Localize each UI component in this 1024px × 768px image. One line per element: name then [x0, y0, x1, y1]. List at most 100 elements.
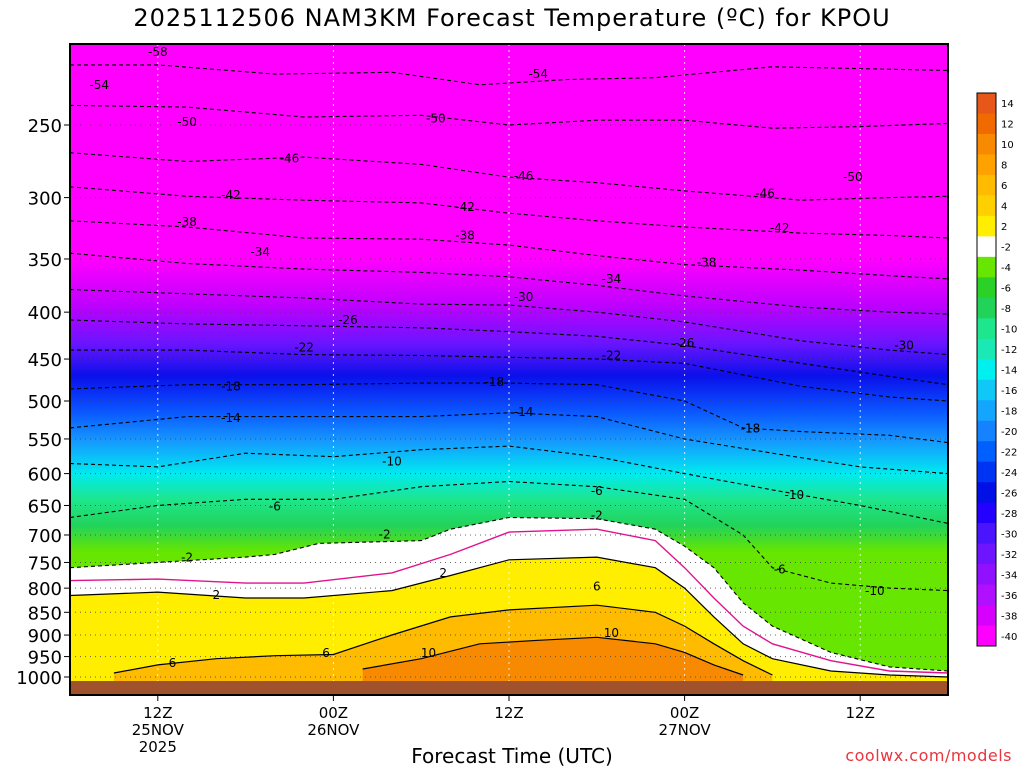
contour-label: -6 — [774, 562, 786, 576]
contour-label: -58 — [148, 45, 168, 59]
contour-label: -38 — [177, 215, 197, 229]
contour-label: -42 — [770, 221, 790, 235]
isotherm-minus-46 — [70, 152, 948, 201]
colorbar-swatch — [977, 195, 996, 217]
colorbar-label: -14 — [1001, 366, 1017, 377]
isotherm-minus-26 — [70, 319, 948, 386]
colorbar-label: -8 — [1001, 304, 1011, 315]
colorbar-label: -4 — [1001, 263, 1011, 274]
warm-layer-10c — [362, 637, 744, 695]
colorbar-frame — [976, 92, 997, 647]
isotherm-minus-38 — [70, 220, 948, 280]
contour-label: -34 — [602, 272, 622, 286]
contour-label: -10 — [785, 488, 805, 502]
x-tick-label: 25NOV — [132, 721, 185, 739]
chart-title: 2025112506 NAM3KM Forecast Temperature (… — [133, 4, 891, 32]
contour-label: -22 — [602, 348, 622, 362]
colorbar-label: -36 — [1001, 591, 1017, 602]
isotherm-minus-22 — [70, 349, 948, 402]
contour-label: -46 — [755, 187, 775, 201]
y-tick-label: 950 — [28, 648, 62, 669]
contour-label: -18 — [485, 375, 505, 389]
colorbar-swatch — [977, 625, 996, 647]
colorbar-label: -40 — [1001, 632, 1017, 643]
colorbar-label: -22 — [1001, 447, 1017, 458]
y-tick-label: 450 — [28, 350, 62, 371]
plot-area: -58 -54 -54 -50 -50 -50 -46 -46 -46 -42 -42 -42 -38 -… — [70, 44, 948, 695]
y-tick-label: 650 — [28, 496, 62, 517]
contour-label: -2 — [181, 551, 193, 565]
contour-label: -18 — [221, 379, 241, 393]
colorbar-label: -18 — [1001, 406, 1017, 417]
y-axis: 2503003504004505005506006507007508008509… — [16, 116, 70, 689]
y-tick-label: 350 — [28, 250, 62, 271]
contour-label: -30 — [514, 290, 534, 304]
colorbar-label: -20 — [1001, 427, 1017, 438]
contour-label: -2 — [379, 527, 391, 541]
colorbar-label: -34 — [1001, 570, 1017, 581]
contour-label: -26 — [675, 336, 695, 350]
colorbar-swatch — [977, 605, 996, 627]
colorbar-swatch — [977, 461, 996, 483]
isotherm-6 — [113, 604, 773, 676]
x-tick-label: 12Z — [143, 704, 172, 722]
colorbar-label: -10 — [1001, 325, 1017, 336]
contour-label: -42 — [455, 200, 475, 214]
colorbar-swatch — [977, 400, 996, 422]
colorbar: 14 12 10 8 6 4 2 -2 -4 -6 -8 -10 -12 -14 -16 -18 -20 -22 -… — [976, 92, 1017, 647]
colorbar-label: 6 — [1001, 181, 1007, 192]
contour-label: -46 — [280, 152, 300, 166]
contour-label: -54 — [89, 78, 109, 92]
y-tick-label: 1000 — [16, 668, 62, 689]
contour-label: -50 — [426, 112, 446, 126]
isotherm-minus-6 — [70, 480, 948, 592]
contour-label: -2 — [591, 509, 603, 523]
contour-label: -6 — [269, 500, 281, 514]
colorbar-swatch — [977, 338, 996, 360]
colorbar-label: 2 — [1001, 222, 1007, 233]
colorbar-swatch — [977, 441, 996, 463]
contour-label: -50 — [843, 170, 863, 184]
contour-label: -50 — [177, 115, 197, 129]
y-tick-label: 700 — [28, 526, 62, 547]
contour-label: 2 — [213, 588, 221, 602]
contour-label: -18 — [741, 422, 761, 436]
y-tick-label: 750 — [28, 553, 62, 574]
colorbar-swatch — [977, 482, 996, 504]
isotherm-10 — [362, 636, 744, 676]
colorbar-label: -2 — [1001, 243, 1011, 254]
colorbar-swatch — [977, 379, 996, 401]
ground-surface — [70, 681, 948, 695]
contour-label: -26 — [338, 313, 358, 327]
contour-label: -22 — [294, 340, 314, 354]
colorbar-label: -28 — [1001, 509, 1017, 520]
x-axis-label: Forecast Time (UTC) — [411, 744, 613, 768]
isotherm-minus-42 — [70, 186, 948, 239]
isotherm-0 — [70, 528, 948, 674]
colorbar-swatch — [977, 133, 996, 155]
y-tick-label: 550 — [28, 430, 62, 451]
x-tick-label: 27NOV — [659, 721, 712, 739]
x-tick-label: 12Z — [846, 704, 875, 722]
isotherm-minus-34 — [70, 252, 948, 315]
x-tick-label: 26NOV — [307, 721, 360, 739]
x-tick-label: 2025 — [139, 738, 177, 756]
colorbar-label: 8 — [1001, 161, 1007, 172]
y-tick-label: 250 — [28, 116, 62, 137]
colorbar-label: -30 — [1001, 529, 1017, 540]
isotherm-minus-18 — [70, 382, 948, 444]
y-tick-label: 800 — [28, 579, 62, 600]
contour-label: -46 — [514, 169, 534, 183]
colorbar-swatch — [977, 154, 996, 176]
colorbar-label: 4 — [1001, 202, 1007, 213]
contour-label: -10 — [865, 584, 885, 598]
y-tick-label: 600 — [28, 465, 62, 486]
isotherm-2 — [70, 556, 948, 678]
colorbar-label: 12 — [1001, 120, 1014, 131]
colorbar-label: -12 — [1001, 345, 1017, 356]
colorbar-swatch — [977, 236, 996, 258]
contour-label: -6 — [591, 484, 603, 498]
colorbar-label: -16 — [1001, 386, 1017, 397]
x-tick-label: 00Z — [670, 704, 699, 722]
